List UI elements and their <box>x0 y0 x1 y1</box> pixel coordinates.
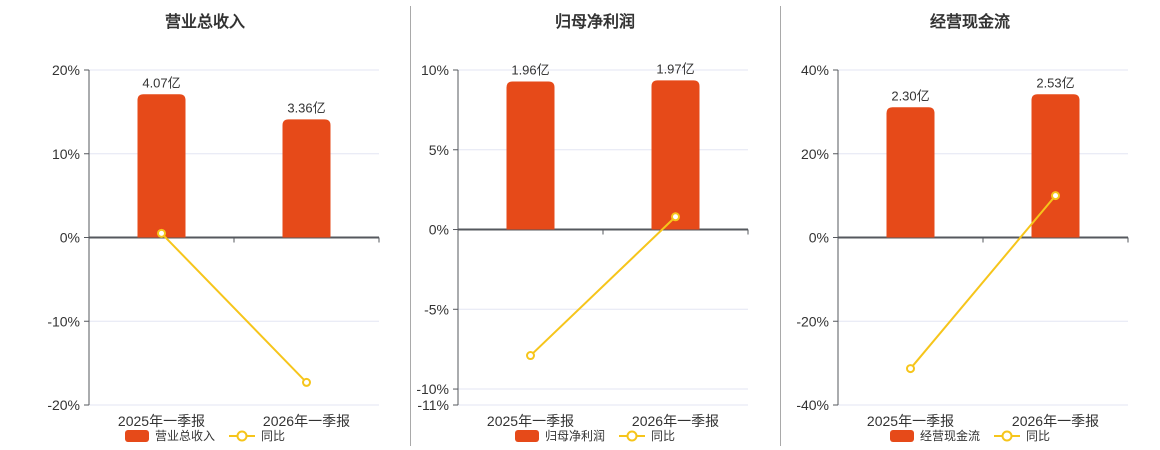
y-tick-label: 20% <box>52 62 80 78</box>
chart-panel-operating-cash-flow: 经营现金流 40% 20% 0% -20% -40% 2.30亿 2.53亿 2025年一季报 2… <box>780 0 1160 450</box>
bar-series-swatch-icon <box>124 429 149 442</box>
yoy-line <box>529 216 677 357</box>
bar-2025年一季报 <box>506 81 555 230</box>
bar-2025年一季报 <box>137 94 186 238</box>
yoy-line <box>160 232 308 384</box>
legend-label-bar-series: 营业总收入 <box>154 429 215 443</box>
legend-label-bar-series: 经营现金流 <box>919 429 980 443</box>
yoy-marker-2025年一季报 <box>157 228 166 238</box>
bar-2026年一季报 <box>282 119 331 238</box>
bar-value-label: 4.07亿 <box>142 75 180 90</box>
chart-panel-revenue: 营业总收入 20% 10% 0% -10% -20% 4.07亿 3.36亿 2025年一季报 2… <box>0 0 410 450</box>
legend-label-yoy: 同比 <box>1026 429 1051 443</box>
bar-2025年一季报 <box>886 107 935 238</box>
legend-item-operating-cash-flow[interactable]: 经营现金流 <box>889 427 980 444</box>
chart-svg-net-profit: 归母净利润 10% 5% 0% -5% -10%-11% 1.96亿 1.97亿 2025年一季… <box>416 12 749 429</box>
x-category-label: 2025年一季报 <box>118 413 205 429</box>
legend-label-yoy: 同比 <box>651 429 676 443</box>
legend-item-yoy[interactable]: 同比 <box>619 427 675 444</box>
y-tick-label: 40% <box>801 62 829 78</box>
legend-item-yoy[interactable]: 同比 <box>994 427 1050 444</box>
legend: 经营现金流 同比 <box>780 427 1160 444</box>
yoy-marker-2025年一季报 <box>526 351 535 361</box>
panel-divider <box>780 6 781 446</box>
x-category-label: 2025年一季报 <box>487 413 574 429</box>
legend: 归母净利润 同比 <box>410 427 780 444</box>
bar-2026年一季报 <box>1031 94 1080 238</box>
y-tick-label: -10% <box>47 313 80 329</box>
yoy-line-symbol-icon <box>994 430 1020 441</box>
y-tick-label: 0% <box>429 222 449 238</box>
y-tick-label: 10% <box>421 62 449 78</box>
y-tick-label: -10% <box>416 381 449 397</box>
bar-series-swatch-icon <box>514 429 539 442</box>
y-tick-label: -20% <box>796 313 829 329</box>
yoy-marker-2026年一季报 <box>671 212 680 222</box>
bar-value-label: 1.97亿 <box>656 61 694 76</box>
yoy-marker-2026年一季报 <box>302 377 311 387</box>
yoy-marker-icon <box>626 430 638 441</box>
y-tick-label: 10% <box>52 146 80 162</box>
yoy-line <box>909 194 1057 370</box>
legend-item-revenue[interactable]: 营业总收入 <box>124 427 215 444</box>
chart-title: 归母净利润 <box>555 12 635 31</box>
y-tick-label: -11% <box>417 397 449 413</box>
y-tick-label: 20% <box>801 146 829 162</box>
legend-label-yoy: 同比 <box>261 429 286 443</box>
x-category-label: 2026年一季报 <box>263 413 350 429</box>
legend-item-net-profit[interactable]: 归母净利润 <box>514 427 605 444</box>
yoy-marker-icon <box>1001 430 1013 441</box>
yoy-line-symbol-icon <box>229 430 255 441</box>
y-tick-label: -40% <box>796 397 829 413</box>
chart-panel-net-profit: 归母净利润 10% 5% 0% -5% -10% -11% 1.96亿 1.97亿 2025年一季… <box>410 0 780 450</box>
y-tick-label: -5% <box>424 301 449 317</box>
legend: 营业总收入 同比 <box>0 427 410 444</box>
y-tick-label: -20% <box>47 397 80 413</box>
chart-svg-operating-cash-flow: 经营现金流 40% 20% 0% -20% -40% 2.30亿 2.53亿 2025年一季报 2… <box>796 12 1129 429</box>
chart-title: 经营现金流 <box>930 12 1010 31</box>
bar-value-label: 2.30亿 <box>891 88 929 103</box>
bar-value-label: 1.96亿 <box>511 62 549 77</box>
legend-item-yoy[interactable]: 同比 <box>229 427 285 444</box>
legend-label-bar-series: 归母净利润 <box>544 429 605 443</box>
bar-value-label: 3.36亿 <box>287 100 325 115</box>
y-tick-label: 0% <box>60 230 80 246</box>
x-category-label: 2026年一季报 <box>632 413 719 429</box>
bar-series-swatch-icon <box>889 429 914 442</box>
x-category-label: 2026年一季报 <box>1012 413 1099 429</box>
yoy-line-symbol-icon <box>619 430 645 441</box>
yoy-marker-2025年一季报 <box>906 364 915 374</box>
yoy-marker-icon <box>236 430 248 441</box>
y-tick-label: 0% <box>809 230 829 246</box>
y-tick-label: 5% <box>429 142 449 158</box>
chart-title: 营业总收入 <box>165 12 245 31</box>
x-category-label: 2025年一季报 <box>867 413 954 429</box>
bar-value-label: 2.53亿 <box>1036 75 1074 90</box>
panel-divider <box>410 6 411 446</box>
bar-2026年一季报 <box>651 80 700 230</box>
yoy-marker-2026年一季报 <box>1051 191 1060 201</box>
chart-svg-revenue: 营业总收入 20% 10% 0% -10% -20% 4.07亿 3.36亿 2025年一季报 2… <box>47 12 380 429</box>
